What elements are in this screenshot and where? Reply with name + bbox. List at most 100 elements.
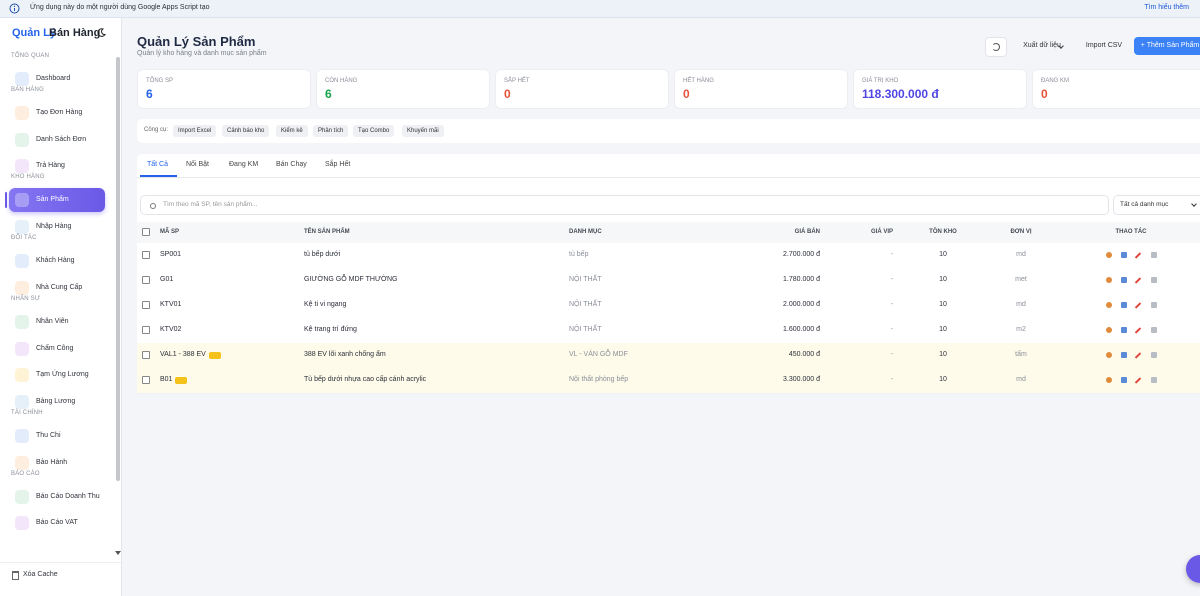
nav-item[interactable]: Nhân Viên	[9, 310, 105, 334]
checkbox[interactable]	[142, 376, 150, 384]
action-view[interactable]	[1105, 376, 1113, 384]
action-view[interactable]	[1105, 276, 1113, 284]
column-header: DANH MỤC	[569, 229, 602, 235]
checkbox[interactable]	[142, 301, 150, 309]
learn-more-link[interactable]: Tìm hiểu thêm	[1144, 4, 1189, 11]
table-cell: -	[890, 326, 893, 333]
action-icon	[1151, 377, 1157, 383]
action-view[interactable]	[1105, 251, 1113, 259]
nav-item[interactable]: Bảo Hành	[9, 451, 105, 475]
table-cell: -	[890, 351, 893, 358]
banner-text: Ứng dụng này do một người dùng Google Ap…	[30, 4, 210, 11]
action-stats[interactable]	[1120, 326, 1128, 334]
action-delete[interactable]	[1150, 251, 1158, 259]
tab[interactable]: Nổi Bật	[186, 161, 209, 168]
tab[interactable]: Sắp Hết	[325, 161, 351, 168]
floating-button[interactable]	[1186, 555, 1200, 583]
nav-icon	[15, 368, 29, 383]
tool-chip[interactable]: Khuyến mãi	[402, 125, 444, 137]
action-edit[interactable]	[1134, 351, 1143, 359]
action-edit[interactable]	[1134, 326, 1143, 334]
action-icon	[1106, 302, 1112, 308]
action-edit[interactable]	[1134, 251, 1143, 259]
tab[interactable]: Bán Chạy	[276, 161, 307, 168]
table-cell: 1.600.000 đ	[783, 326, 820, 333]
theme-toggle[interactable]	[97, 28, 106, 37]
scrollbar-thumb[interactable]	[116, 57, 120, 481]
nav-item[interactable]: Báo Cáo VAT	[9, 511, 105, 535]
table-row	[137, 368, 1200, 394]
table-cell: 2.700.000 đ	[783, 251, 820, 258]
search-input[interactable]: Tìm theo mã SP, tên sản phẩm...	[140, 195, 1109, 215]
nav-item[interactable]: Sản Phẩm	[5, 188, 105, 213]
nav-item[interactable]: Tạo Đơn Hàng	[9, 101, 105, 125]
action-view[interactable]	[1105, 351, 1113, 359]
nav-item[interactable]: Trả Hàng	[9, 154, 105, 178]
tabs-divider	[137, 177, 1200, 178]
checkbox[interactable]	[142, 276, 150, 284]
action-delete[interactable]	[1150, 326, 1158, 334]
checkbox[interactable]	[142, 228, 150, 236]
nav-icon	[15, 394, 29, 409]
nav-icon	[15, 132, 29, 147]
action-delete[interactable]	[1150, 276, 1158, 284]
nav-item[interactable]: Khách Hàng	[9, 249, 105, 273]
nav-icon	[15, 314, 29, 329]
nav-item[interactable]: Tạm Ứng Lương	[9, 363, 105, 387]
action-stats[interactable]	[1120, 351, 1128, 359]
stat-value: 0	[1041, 87, 1048, 101]
action-stats[interactable]	[1120, 376, 1128, 384]
action-stats[interactable]	[1120, 251, 1128, 259]
action-icon	[1106, 277, 1112, 283]
action-delete[interactable]	[1150, 376, 1158, 384]
table-cell: 10	[939, 301, 947, 308]
tab[interactable]: Tất Cả	[147, 161, 169, 168]
table-cell: -	[890, 276, 893, 283]
nav-item-label: Danh Sách Đơn	[36, 135, 87, 143]
action-delete[interactable]	[1150, 351, 1158, 359]
nav-item-label: Sản Phẩm	[36, 196, 69, 204]
nav-item[interactable]: Nhà Cung Cấp	[9, 276, 105, 300]
header-button[interactable]: Import CSV	[1085, 42, 1123, 49]
brand-second: Bán Hàng	[49, 27, 101, 39]
action-edit[interactable]	[1134, 276, 1143, 284]
action-delete[interactable]	[1150, 301, 1158, 309]
stat-value: 0	[683, 87, 690, 101]
action-stats[interactable]	[1120, 301, 1128, 309]
checkbox[interactable]	[142, 351, 150, 359]
nav-item[interactable]: Bảng Lương	[9, 390, 105, 414]
nav-item[interactable]: Báo Cáo Doanh Thu	[9, 485, 105, 509]
action-stats[interactable]	[1120, 276, 1128, 284]
checkbox[interactable]	[142, 251, 150, 259]
tool-chip[interactable]: Phân tích	[313, 125, 349, 137]
tool-chip[interactable]: Tạo Combo	[353, 125, 395, 137]
nav-item[interactable]: Thu Chi	[9, 424, 105, 448]
nav-section-label: BÁO CÁO	[11, 470, 40, 477]
header-button[interactable]: + Thêm Sản Phẩm	[1134, 37, 1200, 55]
header-button[interactable]: Xuất dữ liệu	[1023, 42, 1061, 49]
nav-item[interactable]: Dashboard	[9, 67, 105, 91]
tab[interactable]: Đang KM	[229, 161, 259, 168]
refresh-button[interactable]	[985, 37, 1007, 57]
action-view[interactable]	[1105, 301, 1113, 309]
action-view[interactable]	[1105, 326, 1113, 334]
nav-item[interactable]: Danh Sách Đơn	[9, 128, 105, 152]
action-icon	[1121, 352, 1127, 358]
action-edit[interactable]	[1134, 376, 1143, 384]
tool-chip[interactable]: Kiểm kê	[276, 125, 308, 137]
nav-item[interactable]: Chấm Công	[9, 337, 105, 361]
category-select[interactable]: Tất cả danh mục	[1113, 195, 1200, 215]
action-icon	[1134, 352, 1142, 359]
tool-chip[interactable]: Cảnh báo kho	[222, 125, 270, 137]
nav-section-label: BÁN HÀNG	[11, 87, 44, 93]
brand-first: Quản Lý	[12, 27, 57, 39]
search-icon	[150, 203, 156, 209]
action-edit[interactable]	[1134, 301, 1143, 309]
clear-cache[interactable]: Xóa Cache	[23, 571, 58, 578]
action-icon	[1106, 252, 1112, 258]
checkbox[interactable]	[142, 326, 150, 334]
nav-item[interactable]: Nhập Hàng	[9, 215, 105, 239]
scroll-arrow[interactable]	[115, 551, 121, 555]
nav-item-label: Trả Hàng	[36, 162, 65, 170]
tool-chip[interactable]: Import Excel	[173, 125, 217, 137]
